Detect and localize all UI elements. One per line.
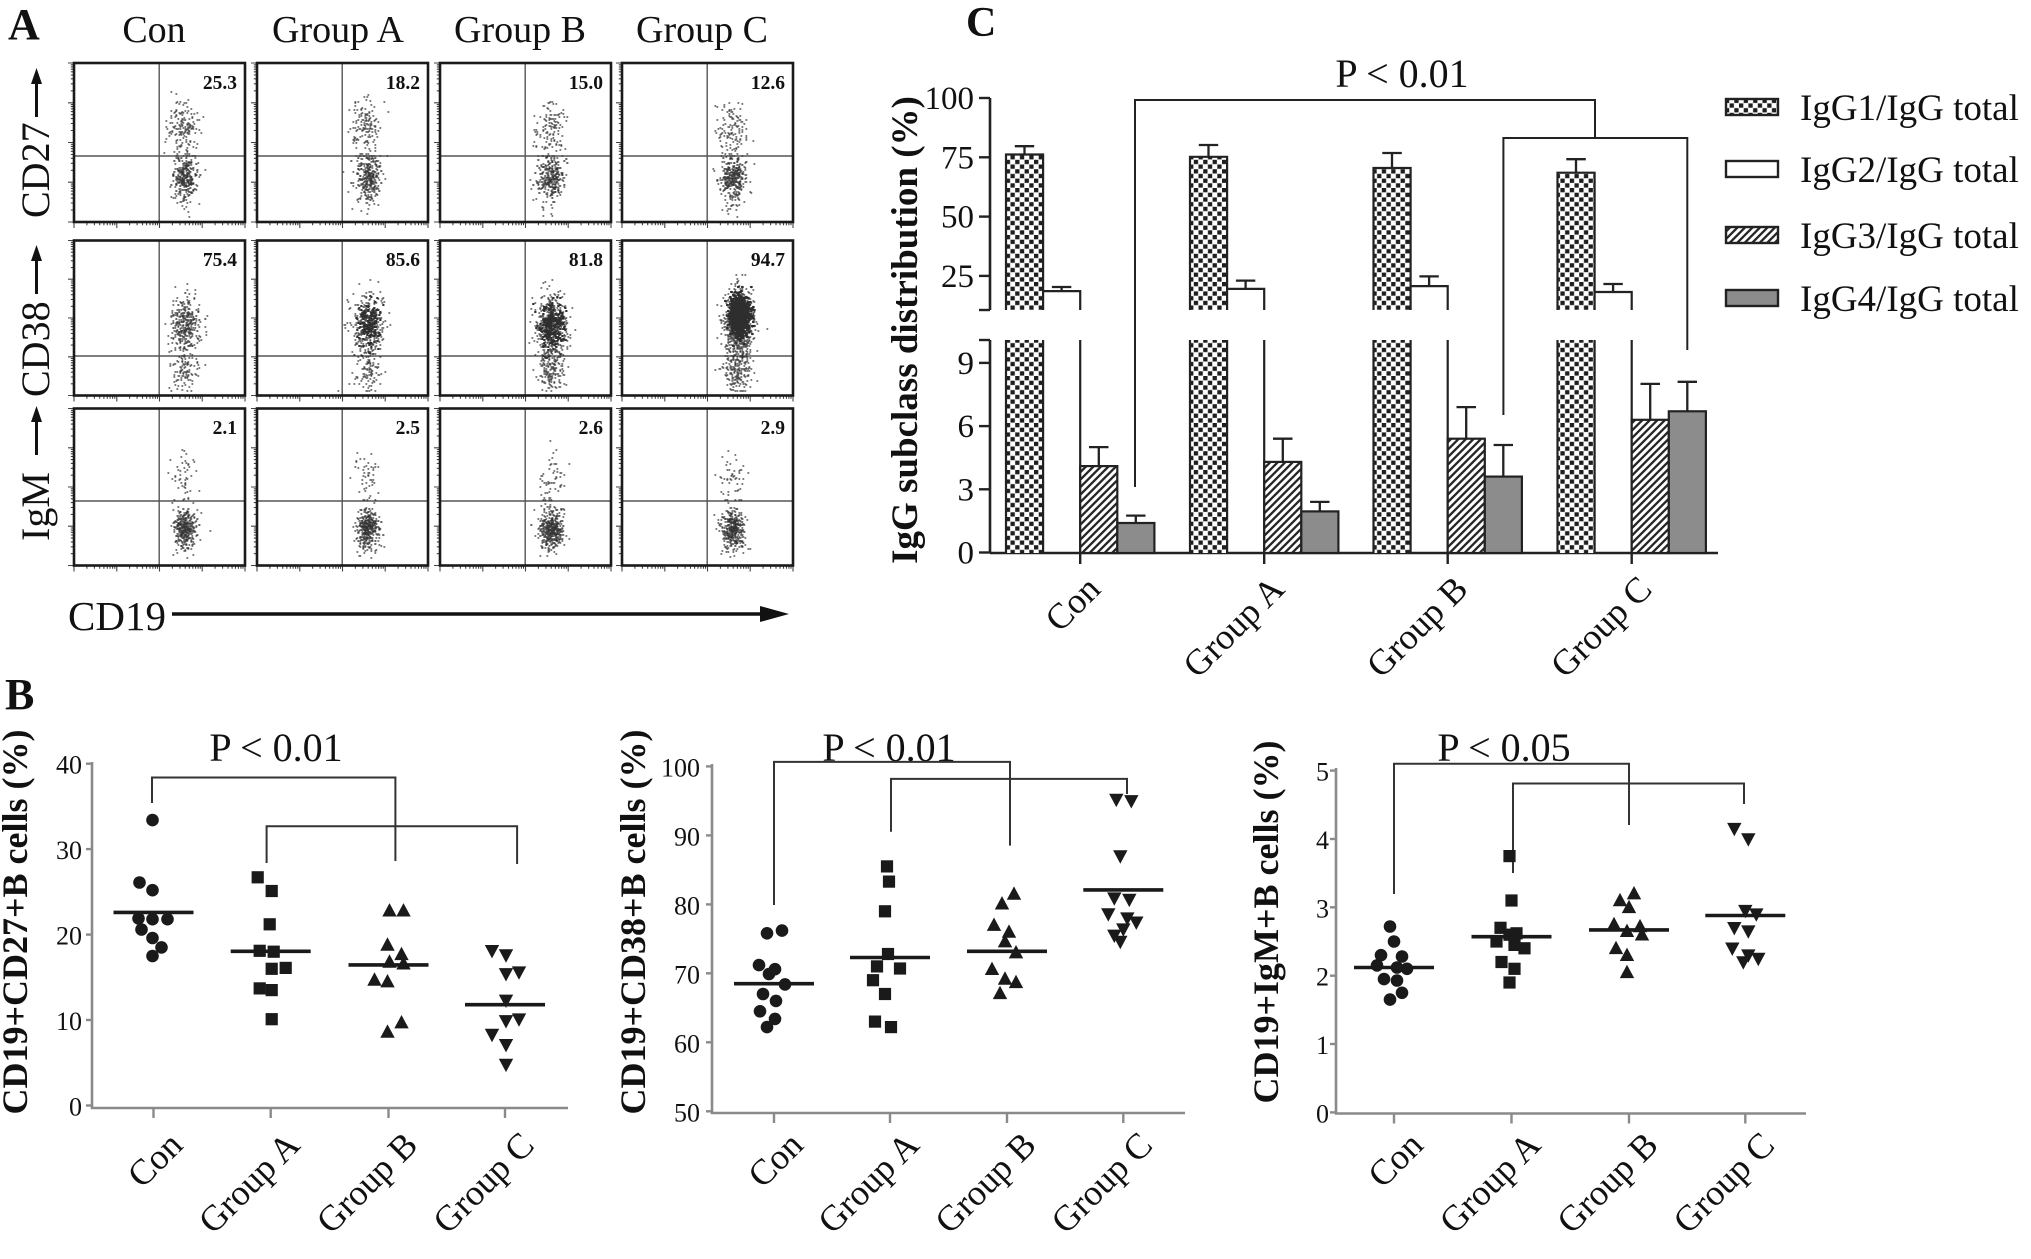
svg-text:100: 100 — [661, 753, 700, 782]
svg-text:18.2: 18.2 — [386, 73, 420, 94]
svg-text:Con: Con — [122, 9, 185, 51]
svg-text:2.6: 2.6 — [579, 418, 604, 439]
svg-text:3: 3 — [958, 472, 975, 508]
svg-text:100: 100 — [925, 81, 975, 117]
svg-text:70: 70 — [674, 960, 700, 989]
svg-text:5: 5 — [1316, 758, 1329, 787]
svg-text:60: 60 — [674, 1029, 700, 1058]
svg-text:85.6: 85.6 — [386, 250, 420, 271]
svg-text:CD19+CD27+B cells (%): CD19+CD27+B cells (%) — [0, 730, 35, 1115]
svg-text:4: 4 — [1316, 826, 1329, 855]
svg-text:25.3: 25.3 — [203, 73, 237, 94]
svg-text:P < 0.01: P < 0.01 — [209, 725, 342, 770]
svg-text:B: B — [5, 670, 34, 719]
svg-text:IgG2/IgG total: IgG2/IgG total — [1800, 150, 2019, 191]
svg-text:2: 2 — [1316, 963, 1329, 992]
svg-text:CD19+CD38+B cells (%): CD19+CD38+B cells (%) — [613, 730, 653, 1115]
svg-text:9: 9 — [958, 346, 975, 382]
svg-text:IgG subclass distribution (%): IgG subclass distribution (%) — [885, 96, 926, 564]
svg-text:90: 90 — [674, 822, 700, 851]
svg-text:A: A — [8, 0, 40, 49]
svg-text:6: 6 — [958, 409, 975, 445]
svg-text:50: 50 — [941, 200, 974, 236]
svg-text:0: 0 — [69, 1093, 82, 1122]
svg-text:10: 10 — [56, 1007, 82, 1036]
svg-text:0: 0 — [1316, 1099, 1329, 1128]
svg-text:3: 3 — [1316, 894, 1329, 923]
svg-text:1: 1 — [1316, 1031, 1329, 1060]
svg-text:P < 0.01: P < 0.01 — [1335, 51, 1468, 96]
svg-text:75: 75 — [941, 140, 974, 176]
svg-text:CD19+IgM+B cells (%): CD19+IgM+B cells (%) — [1246, 741, 1286, 1104]
svg-text:50: 50 — [674, 1098, 700, 1127]
svg-text:94.7: 94.7 — [751, 250, 785, 271]
svg-text:40: 40 — [56, 751, 82, 780]
svg-text:2.1: 2.1 — [213, 418, 237, 439]
svg-text:12.6: 12.6 — [751, 73, 785, 94]
svg-text:IgG3/IgG total: IgG3/IgG total — [1800, 216, 2019, 257]
svg-text:81.8: 81.8 — [569, 250, 603, 271]
svg-text:P < 0.05: P < 0.05 — [1437, 725, 1570, 770]
svg-text:Group B: Group B — [454, 9, 586, 51]
svg-text:Group A: Group A — [272, 9, 405, 51]
svg-text:80: 80 — [674, 891, 700, 920]
svg-text:Group C: Group C — [636, 9, 768, 51]
svg-text:0: 0 — [958, 536, 975, 572]
svg-text:IgG4/IgG total: IgG4/IgG total — [1800, 279, 2019, 320]
svg-text:CD38: CD38 — [13, 301, 58, 397]
svg-text:20: 20 — [56, 922, 82, 951]
svg-text:P < 0.01: P < 0.01 — [822, 725, 955, 770]
svg-text:75.4: 75.4 — [203, 250, 237, 271]
svg-text:30: 30 — [56, 836, 82, 865]
svg-text:2.9: 2.9 — [761, 418, 786, 439]
svg-text:2.5: 2.5 — [396, 418, 421, 439]
svg-text:CD19: CD19 — [68, 593, 166, 639]
svg-text:25: 25 — [941, 259, 974, 295]
svg-text:CD27: CD27 — [13, 122, 58, 218]
svg-text:IgM: IgM — [13, 472, 58, 541]
svg-text:IgG1/IgG total: IgG1/IgG total — [1800, 88, 2019, 129]
svg-text:C: C — [966, 0, 996, 46]
svg-text:15.0: 15.0 — [569, 73, 603, 94]
